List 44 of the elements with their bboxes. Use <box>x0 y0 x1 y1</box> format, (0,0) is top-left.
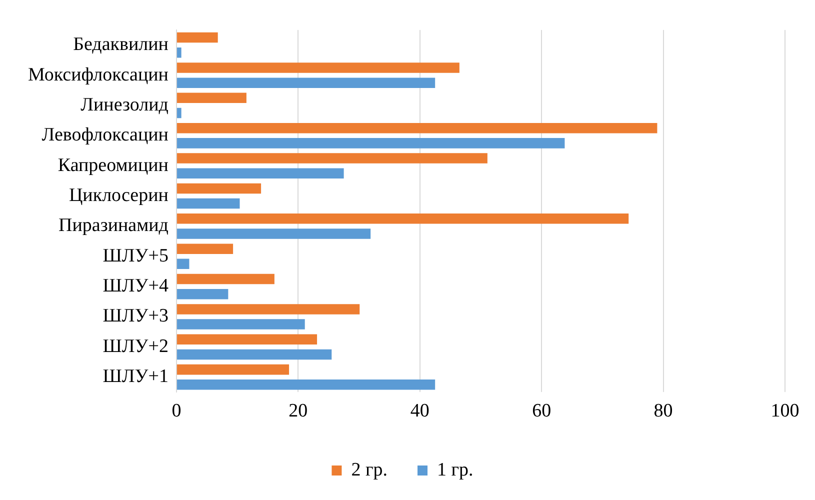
bar <box>176 349 332 360</box>
bar <box>176 78 436 88</box>
x-tick-label: 20 <box>288 400 308 422</box>
bar <box>176 122 658 134</box>
bar <box>176 48 182 58</box>
bar <box>176 288 228 300</box>
y-tick-label: ШЛУ+5 <box>102 245 168 266</box>
bar <box>176 32 218 43</box>
bar <box>176 108 182 118</box>
bar <box>176 168 344 178</box>
x-tick-label: 80 <box>654 400 673 422</box>
y-tick-label: Линезолид <box>80 94 169 116</box>
y-tick-label: ШЛУ+1 <box>102 366 168 388</box>
bar <box>176 153 488 164</box>
bar <box>176 214 629 224</box>
bar <box>176 62 460 73</box>
bar <box>176 319 305 330</box>
bar <box>176 198 240 209</box>
legend-label: 1 гр. <box>437 459 474 480</box>
y-tick-label: ШЛУ+2 <box>102 336 168 357</box>
x-tick-label: 0 <box>172 400 182 422</box>
bar <box>176 244 234 254</box>
bar <box>176 334 318 345</box>
y-tick-label: Капреомицин <box>58 154 168 176</box>
bar <box>176 304 360 314</box>
bar <box>176 183 262 194</box>
x-tick-label: 100 <box>770 400 800 422</box>
legend-label: 2 гр. <box>351 459 388 480</box>
y-tick-label: Циклосерин <box>68 184 168 206</box>
x-tick-label: 60 <box>532 400 552 422</box>
bar <box>176 138 565 148</box>
bar <box>176 274 274 284</box>
y-tick-label: Моксифлоксацин <box>28 64 168 86</box>
y-tick-label: Бедаквилин <box>73 34 168 56</box>
bar <box>176 258 190 270</box>
bar <box>176 228 371 239</box>
bar <box>176 92 246 104</box>
y-tick-label: ШЛУ+4 <box>102 276 169 297</box>
y-tick-label: Левофлоксацин <box>42 124 168 146</box>
x-tick-label: 40 <box>410 400 430 422</box>
y-tick-label: Пиразинамид <box>58 215 169 236</box>
bar <box>176 380 436 390</box>
y-tick-label: ШЛУ+3 <box>102 306 168 327</box>
bar <box>176 364 290 375</box>
